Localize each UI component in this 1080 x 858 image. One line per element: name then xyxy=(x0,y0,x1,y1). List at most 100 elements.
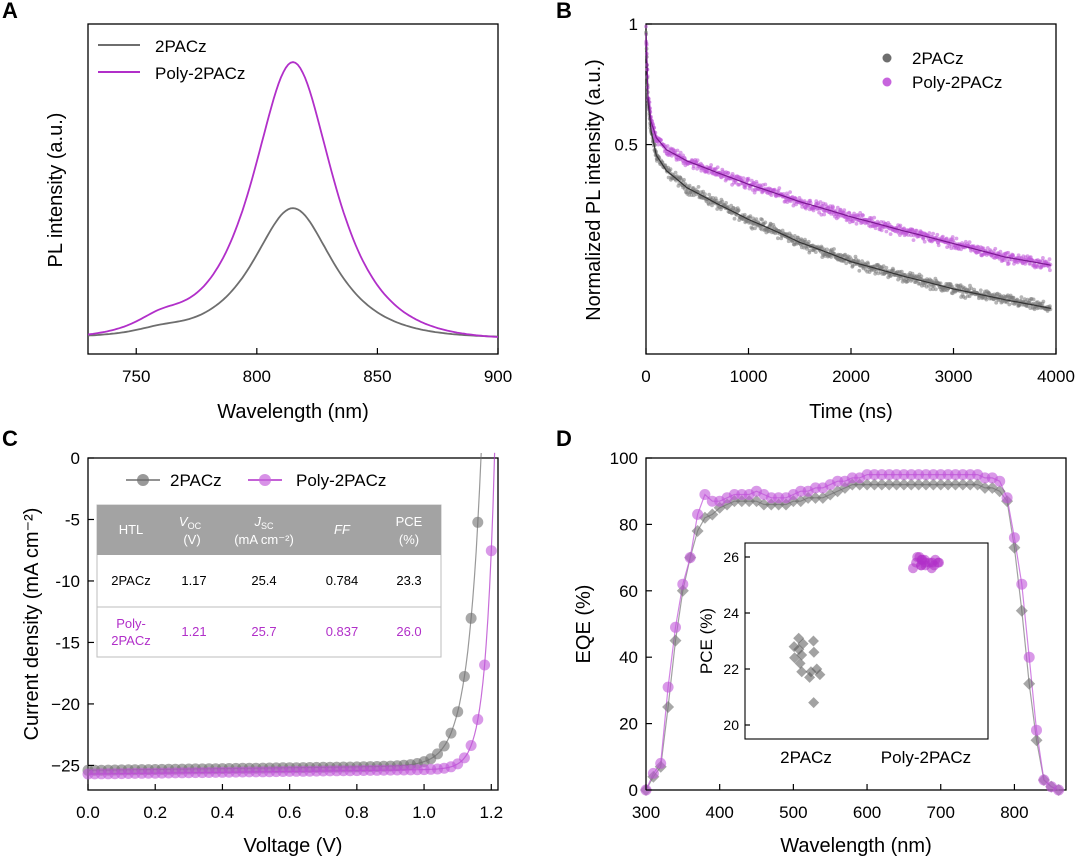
inset-point-2pacz xyxy=(808,697,820,709)
eqe-point-poly xyxy=(1038,774,1050,786)
table-cell-jsc-1: 25.4 xyxy=(251,573,276,588)
jv-point-poly xyxy=(458,752,470,764)
decay-point-poly xyxy=(741,176,746,181)
decay-point-poly xyxy=(665,144,670,148)
eqe-point-poly xyxy=(1016,578,1028,590)
decay-point-poly xyxy=(914,228,919,233)
jv-point-poly xyxy=(485,545,497,557)
y-tick-label-d: 0 xyxy=(629,781,638,800)
inset-point-2pacz xyxy=(807,635,819,647)
decay-point-2pacz xyxy=(724,201,728,205)
decay-point-poly xyxy=(838,207,843,212)
inset-point-2pacz xyxy=(793,643,805,655)
inset-point-poly xyxy=(920,557,931,568)
decay-point-2pacz xyxy=(732,216,737,221)
x-tick-label-d: 400 xyxy=(705,803,733,822)
decay-point-poly xyxy=(726,171,731,176)
plot-frame-d xyxy=(645,457,1067,791)
decay-point-poly xyxy=(769,193,774,198)
chart-b: 0 1000 2000 3000 4000 0.5 1 2PACz Poly-2PACz T… xyxy=(583,15,1075,423)
decay-point-poly xyxy=(909,233,913,238)
decay-point-poly xyxy=(822,212,827,217)
table-header-voc-unit: (V) xyxy=(183,532,200,547)
decay-point-2pacz xyxy=(934,287,938,292)
inset-ticks: 20 22 24 26 xyxy=(723,549,750,733)
y-axis-label-b: Normalized PL intensity (a.u.) xyxy=(583,59,605,321)
x-tick-label-d: 700 xyxy=(927,803,955,822)
decay-point-poly xyxy=(709,163,713,167)
plot-frame-a xyxy=(87,23,499,355)
table-cell-ff-2: 0.837 xyxy=(326,624,359,639)
eqe-point-2pacz xyxy=(897,478,910,491)
fit-line-poly xyxy=(645,32,1051,266)
eqe-point-poly xyxy=(994,475,1006,487)
legend-label-poly-c: Poly-2PACz xyxy=(296,471,386,490)
decay-point-2pacz xyxy=(763,220,768,225)
decay-point-2pacz xyxy=(881,264,886,268)
decay-point-poly xyxy=(993,246,998,251)
table-header-bg xyxy=(97,505,441,555)
y-tick-label-b: 0.5 xyxy=(614,136,638,155)
decay-point-poly xyxy=(1047,257,1052,262)
decay-point-poly xyxy=(1006,261,1011,266)
inset-y-axis-label: PCE (%) xyxy=(697,608,716,674)
inset-category-2pacz: 2PACz xyxy=(780,748,832,767)
decay-point-2pacz xyxy=(994,300,999,305)
y-tick-label-d: 100 xyxy=(610,449,638,468)
y-tick-label-c: −20 xyxy=(51,695,80,714)
decay-point-2pacz xyxy=(754,217,759,222)
y-tick-label-d: 20 xyxy=(619,715,638,734)
eqe-point-poly xyxy=(647,767,659,779)
x-tick-label-c: 0.6 xyxy=(278,803,302,822)
chart-c: 0.0 0.2 0.4 0.6 0.8 1.0 1.2 0 -5 -10 -15 −20 −25 2PA… xyxy=(21,449,503,857)
decay-point-2pacz xyxy=(844,261,849,266)
eqe-point-2pacz xyxy=(956,478,969,491)
decay-point-poly xyxy=(1028,261,1033,266)
legend-marker-2pacz-b xyxy=(882,53,892,63)
decay-point-poly xyxy=(659,138,663,143)
decay-point-2pacz xyxy=(696,185,701,189)
x-tick-label-d: 300 xyxy=(632,803,660,822)
eqe-point-poly xyxy=(684,552,696,564)
decay-point-2pacz xyxy=(822,247,827,252)
decay-point-poly xyxy=(678,150,683,155)
x-axis-label-a: Wavelength (nm) xyxy=(217,401,369,423)
legend-label-poly-b: Poly-2PACz xyxy=(912,73,1002,92)
legend-label-2pacz-c: 2PACz xyxy=(170,471,222,490)
decay-point-poly xyxy=(656,142,661,147)
decay-point-poly xyxy=(854,221,859,226)
decay-point-2pacz xyxy=(710,203,714,208)
decay-point-poly xyxy=(998,249,1003,254)
decay-point-2pacz xyxy=(1041,299,1046,304)
eqe-point-2pacz xyxy=(1008,541,1021,554)
decay-point-poly xyxy=(772,187,777,192)
jv-point-2pacz xyxy=(445,727,457,739)
decay-point-poly xyxy=(949,246,954,251)
table-header-jsc-sub: SC xyxy=(261,521,274,531)
decay-point-poly xyxy=(763,182,768,187)
eqe-point-poly xyxy=(1001,492,1013,504)
decay-point-2pacz xyxy=(1019,295,1024,300)
series-group-c xyxy=(82,452,497,780)
eqe-point-2pacz xyxy=(861,478,874,491)
y-tick-label-c: −25 xyxy=(51,756,80,775)
decay-point-2pacz xyxy=(720,199,725,204)
x-tick-label-b: 3000 xyxy=(935,367,973,386)
inset-y-tick-label: 20 xyxy=(723,717,739,733)
decay-point-poly xyxy=(927,231,932,235)
jv-point-poly xyxy=(479,659,491,671)
decay-point-poly xyxy=(944,236,949,241)
jv-point-2pacz xyxy=(472,516,484,528)
table-header-jsc-main: J xyxy=(253,514,261,529)
table-cell-voc-2: 1.21 xyxy=(181,624,206,639)
eqe-point-2pacz xyxy=(964,478,977,491)
decay-point-poly xyxy=(847,211,852,216)
decay-point-2pacz xyxy=(750,226,755,231)
series-line-2pacz xyxy=(87,207,499,338)
x-tick-label-b: 4000 xyxy=(1037,367,1075,386)
eqe-point-2pacz xyxy=(883,478,896,491)
eqe-point-2pacz xyxy=(993,485,1006,498)
x-tick-label-c: 1.0 xyxy=(412,803,436,822)
decay-point-2pacz xyxy=(682,177,686,182)
decay-point-poly xyxy=(861,213,865,218)
